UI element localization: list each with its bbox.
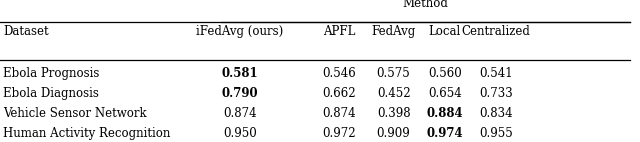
Text: Ebola Diagnosis: Ebola Diagnosis bbox=[3, 87, 99, 100]
Text: 0.581: 0.581 bbox=[221, 67, 259, 80]
Text: Vehicle Sensor Network: Vehicle Sensor Network bbox=[3, 107, 147, 120]
Text: iFedAvg (ours): iFedAvg (ours) bbox=[196, 25, 284, 38]
Text: 0.834: 0.834 bbox=[479, 107, 513, 120]
Text: Local: Local bbox=[429, 25, 461, 38]
Text: 0.972: 0.972 bbox=[323, 127, 356, 140]
Text: 0.790: 0.790 bbox=[221, 87, 259, 100]
Text: FedAvg: FedAvg bbox=[371, 25, 416, 38]
Text: 0.541: 0.541 bbox=[479, 67, 513, 80]
Text: 0.546: 0.546 bbox=[323, 67, 356, 80]
Text: 0.874: 0.874 bbox=[323, 107, 356, 120]
Text: Human Activity Recognition: Human Activity Recognition bbox=[3, 127, 171, 140]
Text: 0.560: 0.560 bbox=[428, 67, 461, 80]
Text: 0.662: 0.662 bbox=[323, 87, 356, 100]
Text: Ebola Prognosis: Ebola Prognosis bbox=[3, 67, 100, 80]
Text: 0.950: 0.950 bbox=[223, 127, 257, 140]
Text: 0.955: 0.955 bbox=[479, 127, 513, 140]
Text: 0.654: 0.654 bbox=[428, 87, 461, 100]
Text: 0.575: 0.575 bbox=[377, 67, 410, 80]
Text: 0.874: 0.874 bbox=[223, 107, 257, 120]
Text: APFL: APFL bbox=[323, 25, 355, 38]
Text: 0.884: 0.884 bbox=[426, 107, 463, 120]
Text: 0.974: 0.974 bbox=[426, 127, 463, 140]
Text: Centralized: Centralized bbox=[461, 25, 531, 38]
Text: Method: Method bbox=[403, 0, 449, 10]
Text: 0.398: 0.398 bbox=[377, 107, 410, 120]
Text: 0.733: 0.733 bbox=[479, 87, 513, 100]
Text: Dataset: Dataset bbox=[3, 25, 49, 38]
Text: 0.452: 0.452 bbox=[377, 87, 410, 100]
Text: 0.909: 0.909 bbox=[377, 127, 410, 140]
